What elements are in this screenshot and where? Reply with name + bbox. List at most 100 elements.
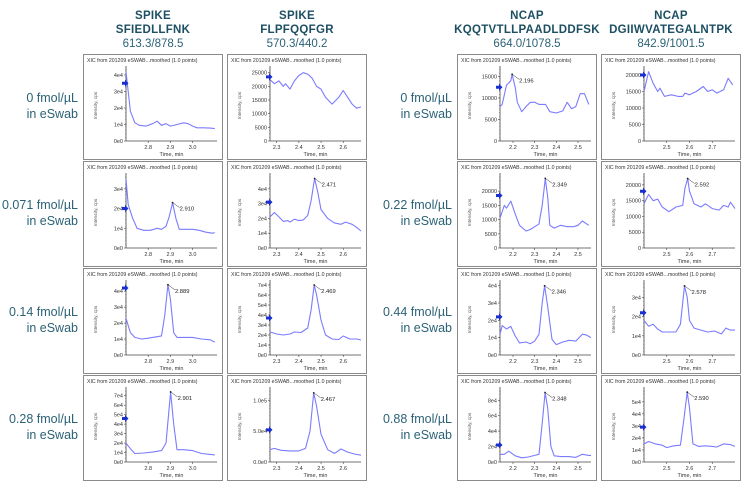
x-tick-label: 2.4 xyxy=(295,252,303,258)
x-axis-label: Time, min xyxy=(304,366,328,372)
x-axis-label: Time, min xyxy=(160,366,184,372)
peak-label-leader xyxy=(313,392,321,399)
x-tick-label: 2.6 xyxy=(686,359,694,365)
chart-title: XIC from 201209 eSWAB...moothed (1.0 poi… xyxy=(605,272,716,278)
x-axis-label: Time, min xyxy=(304,259,328,265)
y-axis-label: Intensity, cps xyxy=(237,91,243,119)
xic-chart: XIC from 201209 eSWAB...moothed (1.0 poi… xyxy=(461,165,591,265)
protein-name: SPIKE xyxy=(278,10,315,22)
threshold-marker-icon[interactable] xyxy=(640,187,647,195)
matrix-text: in eSwab xyxy=(400,107,452,121)
x-tick-label: 2.4 xyxy=(295,466,303,472)
chart-title: XIC from 201209 eSWAB...moothed (1.0 poi… xyxy=(87,272,198,278)
peak-retention-time-label: 2.910 xyxy=(180,207,195,213)
y-tick-label: 15000 xyxy=(482,74,497,80)
x-tick-label: 2.6 xyxy=(686,145,694,151)
y-tick-label: 4e4 xyxy=(258,313,267,319)
chart-title: XIC from 201209 eSWAB...moothed (1.0 poi… xyxy=(87,165,198,171)
peptide-sequence: FLPFQQFGR xyxy=(260,24,334,36)
xic-chart: XIC from 201209 eSWAB...moothed (1.0 poi… xyxy=(87,165,217,265)
xic-trace-line xyxy=(125,284,216,343)
x-tick-label: 2.7 xyxy=(708,145,716,151)
xic-trace-line xyxy=(499,285,592,346)
peak-label-leader xyxy=(544,392,553,398)
matrix-text: in eSwab xyxy=(26,214,78,228)
x-tick-label: 3.0 xyxy=(189,466,197,472)
chart-title: XIC from 201209 eSWAB...moothed (1.0 poi… xyxy=(461,58,572,64)
x-axis-label: Time, min xyxy=(304,152,328,158)
threshold-marker-icon[interactable] xyxy=(496,191,503,199)
y-axis-label: Intensity, cps xyxy=(467,91,473,119)
x-axis-label: Time, min xyxy=(678,152,702,158)
peak-retention-time-label: 2.349 xyxy=(552,182,567,188)
row-label-concentration: 0.14 fmol/µL in eSwab xyxy=(9,304,78,336)
y-tick-label: 0e0 xyxy=(114,139,123,145)
xic-chart-panel: XIC from 201209 eSWAB...moothed (1.0 poi… xyxy=(601,161,741,267)
xic-trace-line xyxy=(269,72,362,109)
xic-chart-panel: XIC from 201209 eSWAB...moothed (1.0 poi… xyxy=(601,375,741,481)
y-tick-label: 0e0 xyxy=(114,353,123,359)
y-tick-label: 7e4 xyxy=(114,394,123,400)
y-tick-label: 0 xyxy=(638,246,641,252)
x-tick-label: 2.5 xyxy=(663,466,671,472)
y-tick-label: 5000 xyxy=(485,117,497,123)
x-tick-label: 2.4 xyxy=(553,359,561,365)
y-tick-label: 10000 xyxy=(482,96,497,102)
y-tick-label: 3e4 xyxy=(114,305,123,311)
threshold-marker-icon[interactable] xyxy=(122,284,129,292)
threshold-marker-icon[interactable] xyxy=(496,441,503,449)
matrix-text: in eSwab xyxy=(26,107,78,121)
threshold-marker-icon[interactable] xyxy=(122,205,129,213)
x-tick-label: 2.8 xyxy=(144,359,152,365)
x-tick-label: 3.0 xyxy=(189,252,197,258)
column-header-ncap-kqqtvtllpaadlddfsk: NCAP KQQTVTLLPAADLDDFSK 664.0/1078.5 xyxy=(427,9,627,52)
matrix-text: in eSwab xyxy=(400,214,452,228)
transition-mz: 613.3/878.5 xyxy=(122,38,184,50)
threshold-marker-icon[interactable] xyxy=(122,414,129,422)
y-tick-label: 15000 xyxy=(252,98,267,104)
y-tick-label: 8e4 xyxy=(488,398,497,404)
threshold-marker-icon[interactable] xyxy=(266,426,273,434)
x-tick-label: 2.9 xyxy=(167,252,175,258)
threshold-marker-icon[interactable] xyxy=(122,79,129,87)
y-tick-label: 2e4 xyxy=(632,315,641,321)
x-tick-label: 2.5 xyxy=(574,252,582,258)
x-tick-label: 2.9 xyxy=(167,466,175,472)
transition-mz: 664.0/1078.5 xyxy=(493,38,561,50)
xic-trace-line xyxy=(643,285,735,335)
threshold-marker-icon[interactable] xyxy=(640,71,647,79)
x-tick-label: 2.6 xyxy=(686,466,694,472)
x-tick-label: 2.6 xyxy=(339,359,347,365)
y-tick-label: 2e4 xyxy=(114,321,123,327)
y-tick-label: 0 xyxy=(494,246,497,252)
threshold-marker-icon[interactable] xyxy=(266,198,273,206)
protein-name: SPIKE xyxy=(134,10,171,22)
xic-trace-line xyxy=(643,178,736,213)
y-tick-label: 2e4 xyxy=(488,318,497,324)
y-tick-label: 10000 xyxy=(626,214,641,220)
xic-chart: XIC from 201209 eSWAB...moothed (1.0 poi… xyxy=(87,58,217,158)
peak-retention-time-label: 2.578 xyxy=(691,290,706,296)
x-tick-label: 2.3 xyxy=(531,145,539,151)
y-tick-label: 2e4 xyxy=(258,333,267,339)
y-tick-label: 25000 xyxy=(252,71,267,77)
y-tick-label: 2e4 xyxy=(258,216,267,222)
x-tick-label: 2.5 xyxy=(663,359,671,365)
threshold-marker-icon[interactable] xyxy=(266,73,273,81)
threshold-marker-icon[interactable] xyxy=(640,423,647,431)
threshold-marker-icon[interactable] xyxy=(266,314,273,322)
xic-chart-panel: XIC from 201209 eSWAB...moothed (1.0 poi… xyxy=(457,268,597,374)
x-tick-label: 2.4 xyxy=(553,252,561,258)
y-tick-label: 15000 xyxy=(626,199,641,205)
threshold-marker-icon[interactable] xyxy=(496,313,503,321)
x-tick-label: 2.7 xyxy=(708,359,716,365)
y-tick-label: 3e4 xyxy=(632,295,641,301)
xic-chart-panel: XIC from 201209 eSWAB...moothed (1.0 poi… xyxy=(601,268,741,374)
threshold-marker-icon[interactable] xyxy=(640,309,647,317)
y-tick-label: 1e4 xyxy=(632,448,641,454)
row-label-concentration: 0.22 fmol/µL in eSwab xyxy=(383,197,452,229)
threshold-marker-icon[interactable] xyxy=(496,83,503,91)
y-tick-label: 0e0 xyxy=(488,460,497,466)
peak-retention-time-label: 2.590 xyxy=(694,396,709,402)
chart-title: XIC from 201209 eSWAB...moothed (1.0 poi… xyxy=(605,58,716,64)
